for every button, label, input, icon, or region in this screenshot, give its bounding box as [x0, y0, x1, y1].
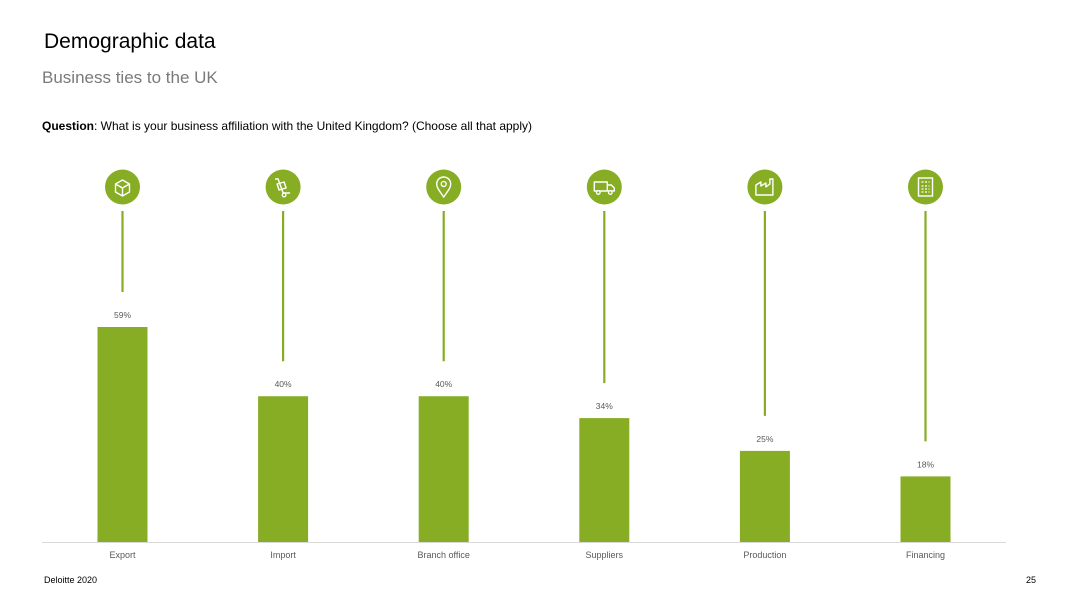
bar [739, 450, 790, 542]
page-subtitle: Business ties to the UK [42, 68, 218, 87]
factory-icon [747, 169, 783, 205]
x-tick-label: Financing [906, 550, 945, 560]
bar [418, 396, 469, 542]
x-tick-label: Suppliers [586, 550, 624, 560]
question-label: Question [42, 119, 95, 133]
data-label: 59% [114, 310, 131, 320]
calculator-icon [908, 169, 943, 205]
package-icon [105, 169, 140, 205]
data-label: 25% [756, 434, 773, 444]
x-tick-label: Export [109, 550, 136, 560]
hand-truck-icon [265, 169, 301, 205]
question-body: : What is your business affiliation with… [94, 119, 533, 133]
data-label: 40% [275, 379, 292, 389]
bar [900, 476, 951, 542]
data-label: 40% [435, 379, 452, 389]
bar [97, 327, 148, 542]
question-text: Question: What is your business affiliat… [42, 119, 532, 133]
page-number: 25 [1025, 575, 1036, 585]
x-tick-label: Branch office [418, 550, 470, 560]
delivery-truck-icon [586, 169, 622, 205]
x-tick-label: Import [270, 550, 296, 560]
bar [258, 396, 309, 542]
footer-copyright: Deloitte 2020 [44, 575, 98, 585]
page-title: Demographic data [44, 30, 216, 53]
data-label: 18% [917, 459, 934, 469]
bar [579, 418, 630, 542]
x-tick-label: Production [743, 550, 786, 560]
location-pin-icon [426, 169, 462, 205]
data-label: 34% [596, 401, 613, 411]
